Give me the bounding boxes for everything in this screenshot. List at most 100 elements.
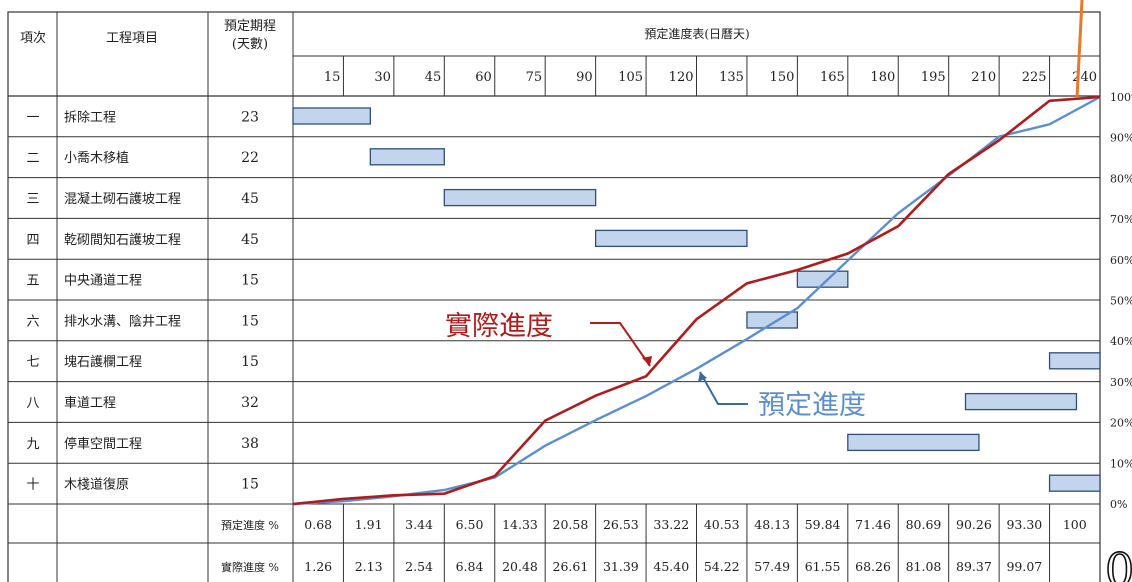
orange-pointer bbox=[1075, 0, 1084, 99]
progress-value: 6.50 bbox=[456, 517, 484, 532]
task-days: 15 bbox=[241, 273, 259, 289]
day-tick-label: 45 bbox=[425, 70, 442, 85]
progress-value: 26.53 bbox=[603, 517, 639, 532]
progress-value: 33.22 bbox=[653, 517, 689, 532]
planned-progress-label: 預定進度 bbox=[758, 390, 866, 421]
progress-value: 61.55 bbox=[805, 559, 841, 574]
percent-tick-label: 20% bbox=[1110, 417, 1132, 430]
task-number: 四 bbox=[26, 233, 39, 248]
task-number: 二 bbox=[26, 151, 39, 166]
day-tick-label: 120 bbox=[669, 70, 694, 85]
progress-value: 6.84 bbox=[456, 559, 484, 574]
percent-tick-label: 0% bbox=[1110, 498, 1127, 511]
percent-tick-label: 70% bbox=[1110, 213, 1132, 226]
progress-table: 預定進度 % 0.68 1.91 3.44 6.50 14.33 20.58 26.53 33.… bbox=[221, 517, 1087, 574]
table-grid bbox=[7, 11, 1101, 582]
task-days: 45 bbox=[241, 191, 259, 207]
day-tick-label: 150 bbox=[770, 70, 795, 85]
gantt-bars bbox=[292, 107, 1101, 492]
task-bar bbox=[292, 107, 371, 125]
progress-value: 90.26 bbox=[956, 517, 992, 532]
task-number: 十 bbox=[26, 478, 39, 493]
progress-value: 81.08 bbox=[906, 559, 942, 574]
progress-value: 57.49 bbox=[754, 559, 790, 574]
task-days: 38 bbox=[241, 436, 259, 452]
task-days: 15 bbox=[241, 313, 259, 329]
task-bar bbox=[796, 270, 849, 288]
percent-tick-label: 40% bbox=[1110, 335, 1132, 348]
day-tick-label: 60 bbox=[475, 70, 492, 85]
progress-value: 71.46 bbox=[855, 517, 891, 532]
corner-mark: 08 bbox=[1105, 543, 1132, 582]
progress-value: 2.13 bbox=[355, 559, 383, 574]
task-bar bbox=[1048, 474, 1101, 492]
day-tick-label: 165 bbox=[820, 70, 845, 85]
day-tick-label: 90 bbox=[576, 70, 593, 85]
task-bar bbox=[746, 311, 799, 329]
actual-leader bbox=[590, 322, 651, 367]
progress-value: 100 bbox=[1063, 517, 1087, 532]
task-name: 小喬木移植 bbox=[64, 150, 129, 166]
progress-value: 14.33 bbox=[502, 517, 538, 532]
header-duration-line: 預定期程 bbox=[224, 19, 276, 34]
header-duration: 預定期程 (天數) bbox=[224, 19, 276, 52]
task-bar bbox=[847, 433, 980, 452]
task-name: 車道工程 bbox=[64, 396, 116, 411]
day-tick-label: 240 bbox=[1072, 70, 1097, 85]
task-name: 拆除工程 bbox=[64, 110, 116, 125]
header-duration-line: (天數) bbox=[232, 37, 268, 52]
task-name: 中央通道工程 bbox=[64, 274, 142, 289]
day-tick-label: 15 bbox=[324, 70, 341, 85]
day-tick-label: 210 bbox=[971, 70, 996, 85]
progress-value: 2.54 bbox=[405, 559, 433, 574]
percent-tick-label: 90% bbox=[1110, 132, 1132, 145]
percent-tick-label: 30% bbox=[1110, 376, 1132, 389]
progress-value: 20.48 bbox=[502, 559, 538, 574]
progress-value: 20.58 bbox=[553, 517, 589, 532]
task-bar bbox=[369, 148, 445, 166]
actual-progress-label: 實際進度 bbox=[445, 311, 553, 342]
table-frame bbox=[7, 11, 1101, 582]
day-tick-label: 105 bbox=[618, 70, 643, 85]
task-name: 停車空間工程 bbox=[64, 436, 142, 452]
progress-value: 31.39 bbox=[603, 559, 639, 574]
day-tick-label: 225 bbox=[1022, 70, 1047, 85]
progress-value: 99.07 bbox=[1006, 559, 1042, 574]
task-rows: 一 拆除工程 23 二 小喬木移植 22 三 混凝土砌石護坡工程 45 四 乾砌間知石護坡工程 45 五… bbox=[26, 109, 258, 492]
task-bar bbox=[594, 229, 748, 248]
planned-leader bbox=[699, 371, 748, 405]
progress-row-label: 預定進度 % bbox=[221, 518, 279, 532]
task-bar bbox=[1048, 352, 1101, 370]
progress-value: 89.37 bbox=[956, 559, 992, 574]
task-number: 九 bbox=[26, 437, 39, 452]
percent-tick-label: 10% bbox=[1110, 457, 1132, 470]
progress-value: 48.13 bbox=[754, 517, 790, 532]
progress-value: 80.69 bbox=[906, 517, 942, 532]
progress-value: 26.61 bbox=[553, 559, 589, 574]
table-header: 項次 工程項目 預定期程 (天數) 預定進度表(日曆天) bbox=[20, 19, 750, 52]
task-number: 一 bbox=[26, 110, 39, 125]
actual-arrowhead bbox=[642, 356, 652, 366]
progress-value: 0.68 bbox=[304, 517, 332, 532]
progress-value: 59.84 bbox=[805, 517, 841, 532]
task-bar bbox=[964, 392, 1078, 411]
task-name: 乾砌間知石護坡工程 bbox=[64, 232, 181, 248]
task-bar bbox=[443, 188, 597, 207]
progress-value: 54.22 bbox=[704, 559, 740, 574]
task-name: 木棧道復原 bbox=[64, 477, 129, 493]
day-tick-label: 30 bbox=[374, 70, 391, 85]
task-days: 45 bbox=[241, 232, 259, 248]
task-number: 七 bbox=[26, 355, 39, 370]
percent-tick-label: 50% bbox=[1110, 295, 1132, 308]
day-tick-label: 135 bbox=[719, 70, 744, 85]
planned-arrowhead bbox=[698, 372, 707, 382]
progress-value: 40.53 bbox=[704, 517, 740, 532]
percent-tick-label: 100% bbox=[1110, 91, 1132, 104]
day-ticks: 15 30 45 60 75 90 105 120 135 150 165 180 195 210 225 2… bbox=[324, 70, 1097, 85]
percent-axis: 100% 90% 80% 70% 60% 50% 40% 30% 20% 10% 0% bbox=[1110, 91, 1132, 511]
task-days: 15 bbox=[241, 354, 259, 370]
task-name: 混凝土砌石護坡工程 bbox=[64, 191, 181, 207]
progress-row-label: 實際進度 % bbox=[221, 560, 279, 574]
